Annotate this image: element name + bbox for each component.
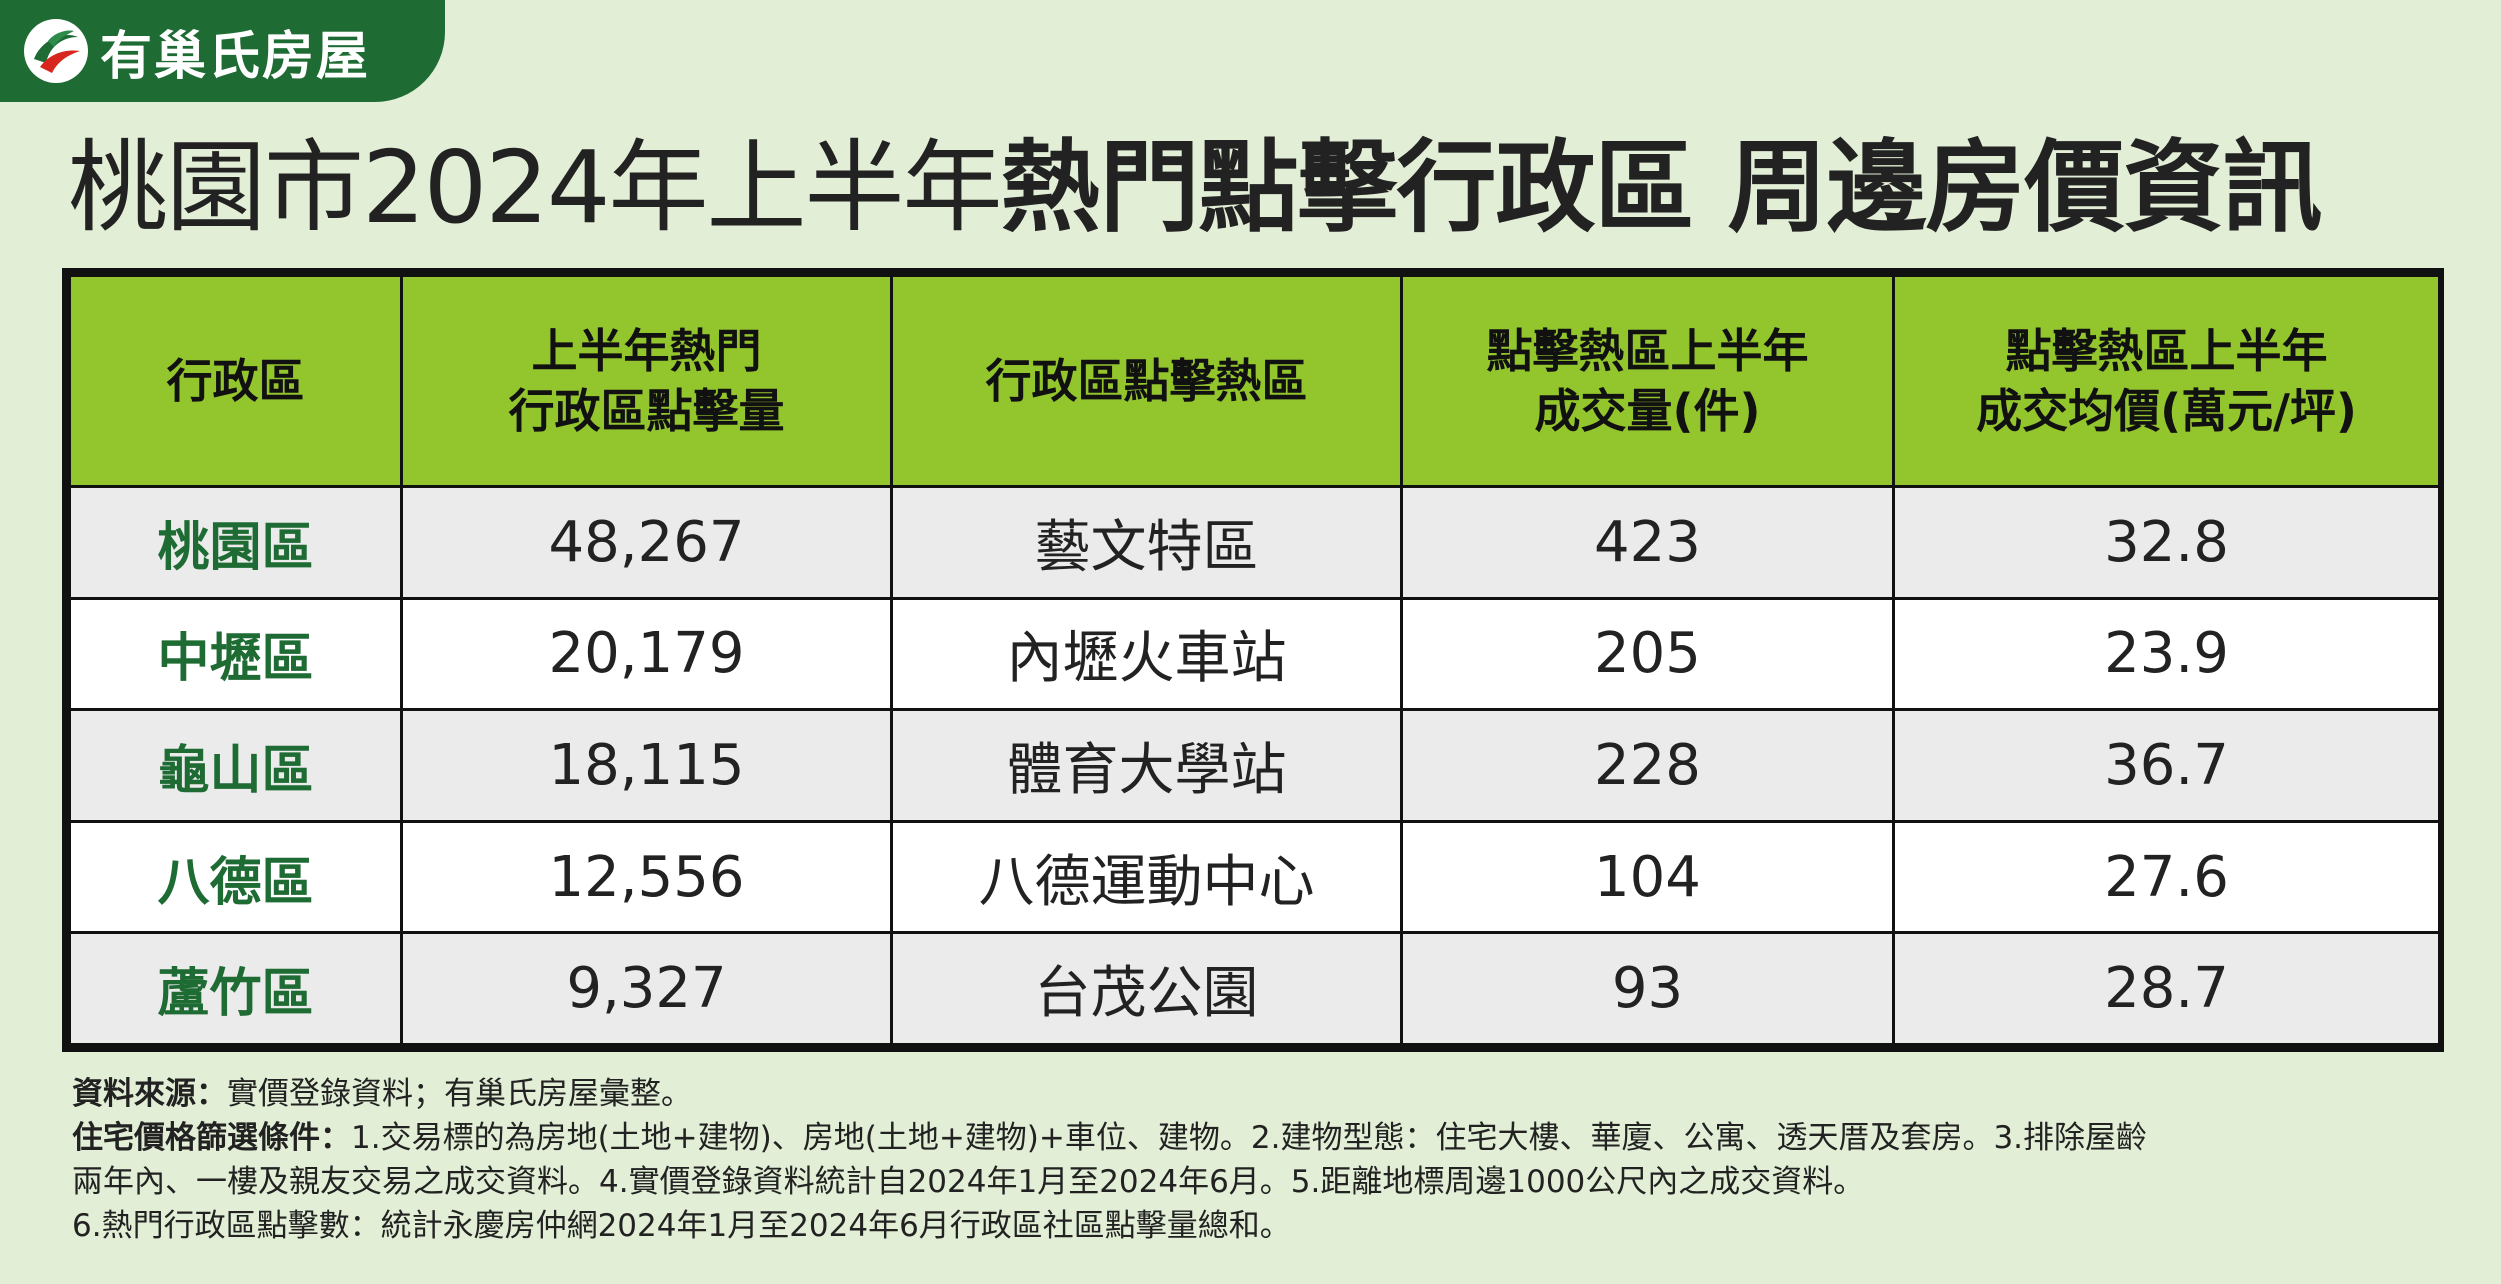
- volume-cell: 423: [1400, 485, 1895, 600]
- price-cell: 23.9: [1892, 596, 2441, 712]
- price-cell: 32.8: [1892, 485, 2441, 600]
- hotspot-cell: 八德運動中心: [890, 819, 1403, 935]
- title-bold: 熱門點擊行政區 周邊房價資訊: [1000, 129, 2323, 246]
- price-cell: 27.6: [1892, 819, 2441, 935]
- hotspot-cell: 內壢火車站: [890, 596, 1403, 712]
- clicks-cell: 12,556: [400, 819, 893, 935]
- table-row: 中壢區 20,179 內壢火車站 205 23.9: [68, 596, 2441, 712]
- volume-cell: 205: [1400, 596, 1895, 712]
- district-cell: 蘆竹區: [68, 931, 403, 1046]
- district-cell: 八德區: [68, 819, 403, 935]
- district-cell: 中壢區: [68, 596, 403, 712]
- footnotes: 資料來源：實價登錄資料；有巢氏房屋彙整。 住宅價格篩選條件：1.交易標的為房地(…: [72, 1072, 2452, 1248]
- header-volume: 點擊熱區上半年 成交量(件): [1400, 274, 1895, 488]
- header-price: 點擊熱區上半年 成交均價(萬元/坪): [1892, 274, 2441, 488]
- brand-name: 有巢氏房屋: [100, 26, 371, 87]
- clicks-cell: 9,327: [400, 931, 893, 1046]
- click-note: 6.熱門行政區點擊數：統計永慶房仲網2024年1月至2024年6月行政區社區點擊…: [72, 1208, 1291, 1244]
- table-row: 桃園區 48,267 藝文特區 423 32.8: [68, 485, 2441, 600]
- price-cell: 36.7: [1892, 708, 2441, 823]
- source-note: 資料來源：實價登錄資料；有巢氏房屋彙整。: [72, 1076, 692, 1112]
- district-cell: 龜山區: [68, 708, 403, 823]
- hotspot-cell: 藝文特區: [890, 485, 1403, 600]
- district-cell: 桃園區: [68, 485, 403, 600]
- title-light: 桃園市2024年上半年: [68, 129, 1002, 246]
- volume-cell: 228: [1400, 708, 1895, 823]
- table-row: 蘆竹區 9,327 台茂公園 93 28.7: [68, 931, 2441, 1046]
- table-row: 龜山區 18,115 體育大學站 228 36.7: [68, 708, 2441, 823]
- volume-cell: 93: [1400, 931, 1895, 1046]
- table-row: 八德區 12,556 八德運動中心 104 27.6: [68, 819, 2441, 935]
- clicks-cell: 18,115: [400, 708, 893, 823]
- header-district: 行政區: [68, 274, 403, 488]
- brand-swirl-logo-icon: [24, 19, 88, 83]
- filter-note: 住宅價格篩選條件：1.交易標的為房地(土地+建物)、房地(土地+建物)+車位、建…: [72, 1120, 2148, 1156]
- header-clicks: 上半年熱門 行政區點擊量: [400, 274, 893, 488]
- clicks-cell: 48,267: [400, 485, 893, 600]
- price-table: 行政區 上半年熱門 行政區點擊量 行政區點擊熱區 點擊熱區上半年 成交量(件) 點擊…: [62, 268, 2444, 1052]
- logo-banner: 有巢氏房屋: [0, 0, 445, 102]
- filter-note-cont: 兩年內、一樓及親友交易之成交資料。4.實價登錄資料統計自2024年1月至2024…: [72, 1164, 1865, 1200]
- volume-cell: 104: [1400, 819, 1895, 935]
- table-header-row: 行政區 上半年熱門 行政區點擊量 行政區點擊熱區 點擊熱區上半年 成交量(件) 點擊…: [68, 274, 2441, 488]
- header-hotspot: 行政區點擊熱區: [890, 274, 1403, 488]
- hotspot-cell: 體育大學站: [890, 708, 1403, 823]
- hotspot-cell: 台茂公園: [890, 931, 1403, 1046]
- clicks-cell: 20,179: [400, 596, 893, 712]
- price-cell: 28.7: [1892, 931, 2441, 1046]
- page-title: 桃園市2024年上半年熱門點擊行政區 周邊房價資訊: [68, 128, 2323, 248]
